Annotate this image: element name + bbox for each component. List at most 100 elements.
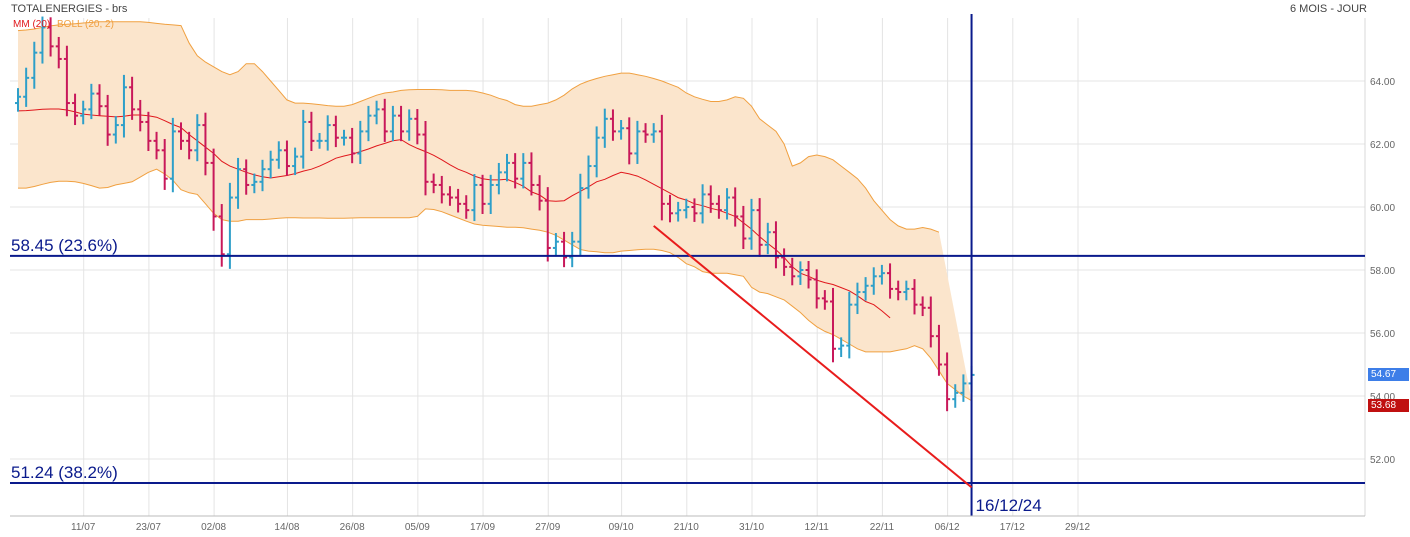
- ohlc-bar: [341, 129, 347, 146]
- ohlc-bar: [259, 159, 266, 192]
- ohlc-bar: [944, 352, 951, 412]
- ohlc-bar: [88, 83, 95, 120]
- ohlc-bar: [202, 112, 209, 176]
- ohlc-bar: [479, 174, 486, 214]
- x-tick-label: 09/10: [609, 522, 634, 533]
- ohlc-bar: [153, 131, 160, 160]
- ohlc-bar: [80, 100, 87, 125]
- ohlc-bar: [349, 127, 356, 164]
- ohlc-bar: [283, 140, 290, 176]
- x-tick-label: 31/10: [739, 522, 764, 533]
- ohlc-bar: [748, 198, 755, 250]
- ohlc-bar: [952, 384, 959, 408]
- y-tick-label: 56.00: [1370, 329, 1395, 340]
- ohlc-bar: [764, 222, 771, 255]
- ohlc-bar: [243, 159, 250, 195]
- ohlc-bar: [675, 201, 682, 222]
- annotation-lines: [10, 14, 1365, 516]
- fibonacci-38-2-label: 51.24 (38.2%): [11, 462, 118, 482]
- ohlc-bar: [593, 126, 600, 178]
- y-tick-label: 62.00: [1370, 140, 1395, 151]
- ohlc-bar: [112, 116, 119, 144]
- ohlc-bar: [634, 120, 641, 164]
- bollinger-lower-line: [18, 168, 972, 402]
- ohlc-bar: [96, 84, 103, 116]
- ohlc-bars: [15, 16, 975, 412]
- ohlc-bar: [878, 264, 885, 285]
- x-tick-label: 27/09: [535, 522, 560, 533]
- ohlc-bar: [919, 296, 926, 317]
- ohlc-bar: [756, 198, 763, 257]
- ohlc-bar: [724, 188, 731, 220]
- ohlc-bar: [210, 148, 217, 231]
- x-tick-label: 14/08: [274, 522, 299, 533]
- ma-legend-label: MM (20): [13, 19, 51, 30]
- ohlc-bar: [903, 280, 910, 301]
- ohlc-bar: [267, 150, 274, 179]
- ohlc-bar: [935, 324, 942, 376]
- x-tick-label: 17/09: [470, 522, 495, 533]
- ohlc-bar: [31, 41, 38, 89]
- y-tick-label: 52.00: [1370, 455, 1395, 466]
- y-axis-tick-labels: 52.00 54.00 56.00 58.00 60.00 62.00 64.00: [1370, 77, 1395, 466]
- moving-average-line: [17, 108, 891, 319]
- x-tick-label: 22/11: [870, 522, 895, 533]
- x-tick-label: 11/07: [71, 522, 96, 533]
- ohlc-bar: [15, 88, 21, 112]
- ohlc-bar: [732, 187, 739, 227]
- ohlc-bar: [495, 162, 502, 195]
- ohlc-bar: [161, 139, 168, 190]
- ohlc-bar: [504, 153, 510, 182]
- x-tick-label: 05/09: [405, 522, 430, 533]
- date-marker-label: 16/12/24: [975, 496, 1042, 515]
- ohlc-bar: [373, 100, 380, 125]
- ohlc-bar: [650, 123, 657, 143]
- ohlc-bar: [699, 184, 706, 224]
- fibonacci-23-6-label: 58.45 (23.6%): [11, 235, 118, 255]
- trendline: [653, 225, 973, 489]
- ohlc-bar: [683, 198, 690, 219]
- boll-legend-label: BOLL (20, 2): [57, 19, 114, 30]
- ohlc-bar: [789, 257, 796, 286]
- ohlc-bar: [667, 194, 673, 223]
- ohlc-bar: [145, 111, 152, 151]
- bollinger-bands: [17, 21, 972, 402]
- ohlc-bar: [381, 98, 388, 142]
- ohlc-bar: [300, 109, 307, 169]
- ohlc-bar: [830, 287, 836, 363]
- ohlc-bar: [47, 17, 54, 57]
- ohlc-bar: [235, 157, 242, 209]
- ohlc-bar: [194, 114, 201, 162]
- ohlc-bar: [129, 76, 136, 120]
- ohlc-bar: [226, 182, 233, 269]
- chart-title: TOTALENERGIES - brs: [11, 3, 128, 15]
- ohlc-bar: [813, 269, 820, 309]
- y-tick-label: 58.00: [1370, 266, 1395, 277]
- ohlc-bar: [455, 188, 462, 213]
- x-axis-tick-labels: 11/07 23/07 02/08 14/08 26/08 05/09 17/09 27/09…: [71, 522, 1090, 533]
- ohlc-bar: [308, 111, 315, 151]
- ohlc-bar: [332, 115, 339, 148]
- y-tick-label: 54.00: [1370, 392, 1395, 403]
- ohlc-bar: [487, 174, 494, 214]
- ohlc-bar: [512, 153, 519, 189]
- ohlc-bar: [23, 67, 30, 107]
- ohlc-bar: [846, 291, 853, 359]
- ohlc-bar: [63, 45, 70, 117]
- ohlc-bar: [805, 260, 812, 289]
- x-tick-label: 12/11: [805, 522, 830, 533]
- ohlc-bar: [438, 175, 445, 204]
- ohlc-bar: [528, 152, 535, 196]
- ohlc-bar: [430, 173, 437, 194]
- period-label[interactable]: 6 MOIS - JOUR: [1289, 3, 1367, 15]
- ohlc-bar: [292, 147, 299, 176]
- y-tick-label: 64.00: [1370, 77, 1395, 88]
- ohlc-bar: [463, 195, 470, 219]
- ohlc-bar: [137, 99, 144, 132]
- ohlc-bar: [398, 105, 405, 142]
- ohlc-bar: [536, 175, 543, 211]
- x-tick-label: 21/10: [674, 522, 699, 533]
- bollinger-band-fill: [18, 21, 972, 401]
- ohlc-bar: [626, 117, 633, 165]
